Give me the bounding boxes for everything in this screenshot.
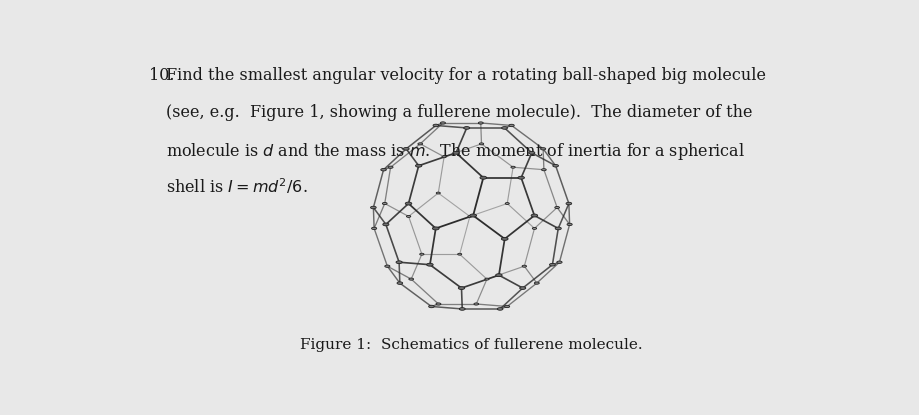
Circle shape <box>405 202 412 205</box>
Circle shape <box>528 151 534 154</box>
Circle shape <box>480 176 486 179</box>
Circle shape <box>419 253 424 255</box>
Circle shape <box>504 305 509 308</box>
Circle shape <box>468 215 471 217</box>
Circle shape <box>433 124 438 127</box>
Circle shape <box>382 223 389 226</box>
Text: Find the smallest angular velocity for a rotating ball-shaped big molecule: Find the smallest angular velocity for a… <box>166 67 766 84</box>
Circle shape <box>403 147 409 150</box>
Circle shape <box>478 122 482 124</box>
Circle shape <box>395 261 402 264</box>
Circle shape <box>408 278 414 280</box>
Circle shape <box>371 227 376 229</box>
Circle shape <box>458 287 464 290</box>
Circle shape <box>519 287 526 289</box>
Circle shape <box>517 176 524 179</box>
Circle shape <box>534 282 539 284</box>
Circle shape <box>382 203 387 205</box>
Circle shape <box>397 282 403 284</box>
Circle shape <box>530 214 537 217</box>
Text: 10.: 10. <box>149 67 175 84</box>
Text: (see, e.g.  Figure 1, showing a fullerene molecule).  The diameter of the: (see, e.g. Figure 1, showing a fullerene… <box>166 104 752 121</box>
Circle shape <box>566 223 572 226</box>
Circle shape <box>441 156 446 158</box>
Circle shape <box>428 305 434 308</box>
Circle shape <box>440 122 445 124</box>
Circle shape <box>457 253 461 255</box>
Text: Figure 1:  Schematics of fullerene molecule.: Figure 1: Schematics of fullerene molecu… <box>300 338 642 352</box>
Circle shape <box>508 124 514 127</box>
Circle shape <box>496 308 503 310</box>
Circle shape <box>541 168 546 171</box>
Circle shape <box>432 227 438 230</box>
Circle shape <box>417 143 422 145</box>
Circle shape <box>470 214 476 217</box>
Text: shell is $I = md^2/6$.: shell is $I = md^2/6$. <box>166 178 308 197</box>
Circle shape <box>552 164 558 167</box>
Circle shape <box>426 263 433 266</box>
Circle shape <box>554 206 559 209</box>
Circle shape <box>415 164 422 167</box>
Circle shape <box>501 127 507 129</box>
Circle shape <box>532 227 536 229</box>
Circle shape <box>549 264 555 266</box>
Circle shape <box>479 143 483 145</box>
Text: molecule is $d$ and the mass is $m$.  The moment of inertia for a spherical: molecule is $d$ and the mass is $m$. The… <box>166 141 744 162</box>
Circle shape <box>556 261 562 264</box>
Circle shape <box>495 274 502 277</box>
Circle shape <box>370 206 376 209</box>
Circle shape <box>436 192 440 194</box>
Circle shape <box>436 303 440 305</box>
Circle shape <box>463 127 470 129</box>
Circle shape <box>505 203 509 205</box>
Circle shape <box>501 237 507 240</box>
Circle shape <box>380 168 386 171</box>
Circle shape <box>452 151 459 154</box>
Circle shape <box>459 308 465 310</box>
Circle shape <box>540 148 545 150</box>
Circle shape <box>521 265 526 267</box>
Circle shape <box>554 227 561 230</box>
Circle shape <box>388 166 392 168</box>
Circle shape <box>510 166 515 168</box>
Circle shape <box>406 215 410 217</box>
Circle shape <box>565 202 571 205</box>
Circle shape <box>384 265 390 267</box>
Circle shape <box>484 278 489 280</box>
Circle shape <box>473 303 478 305</box>
